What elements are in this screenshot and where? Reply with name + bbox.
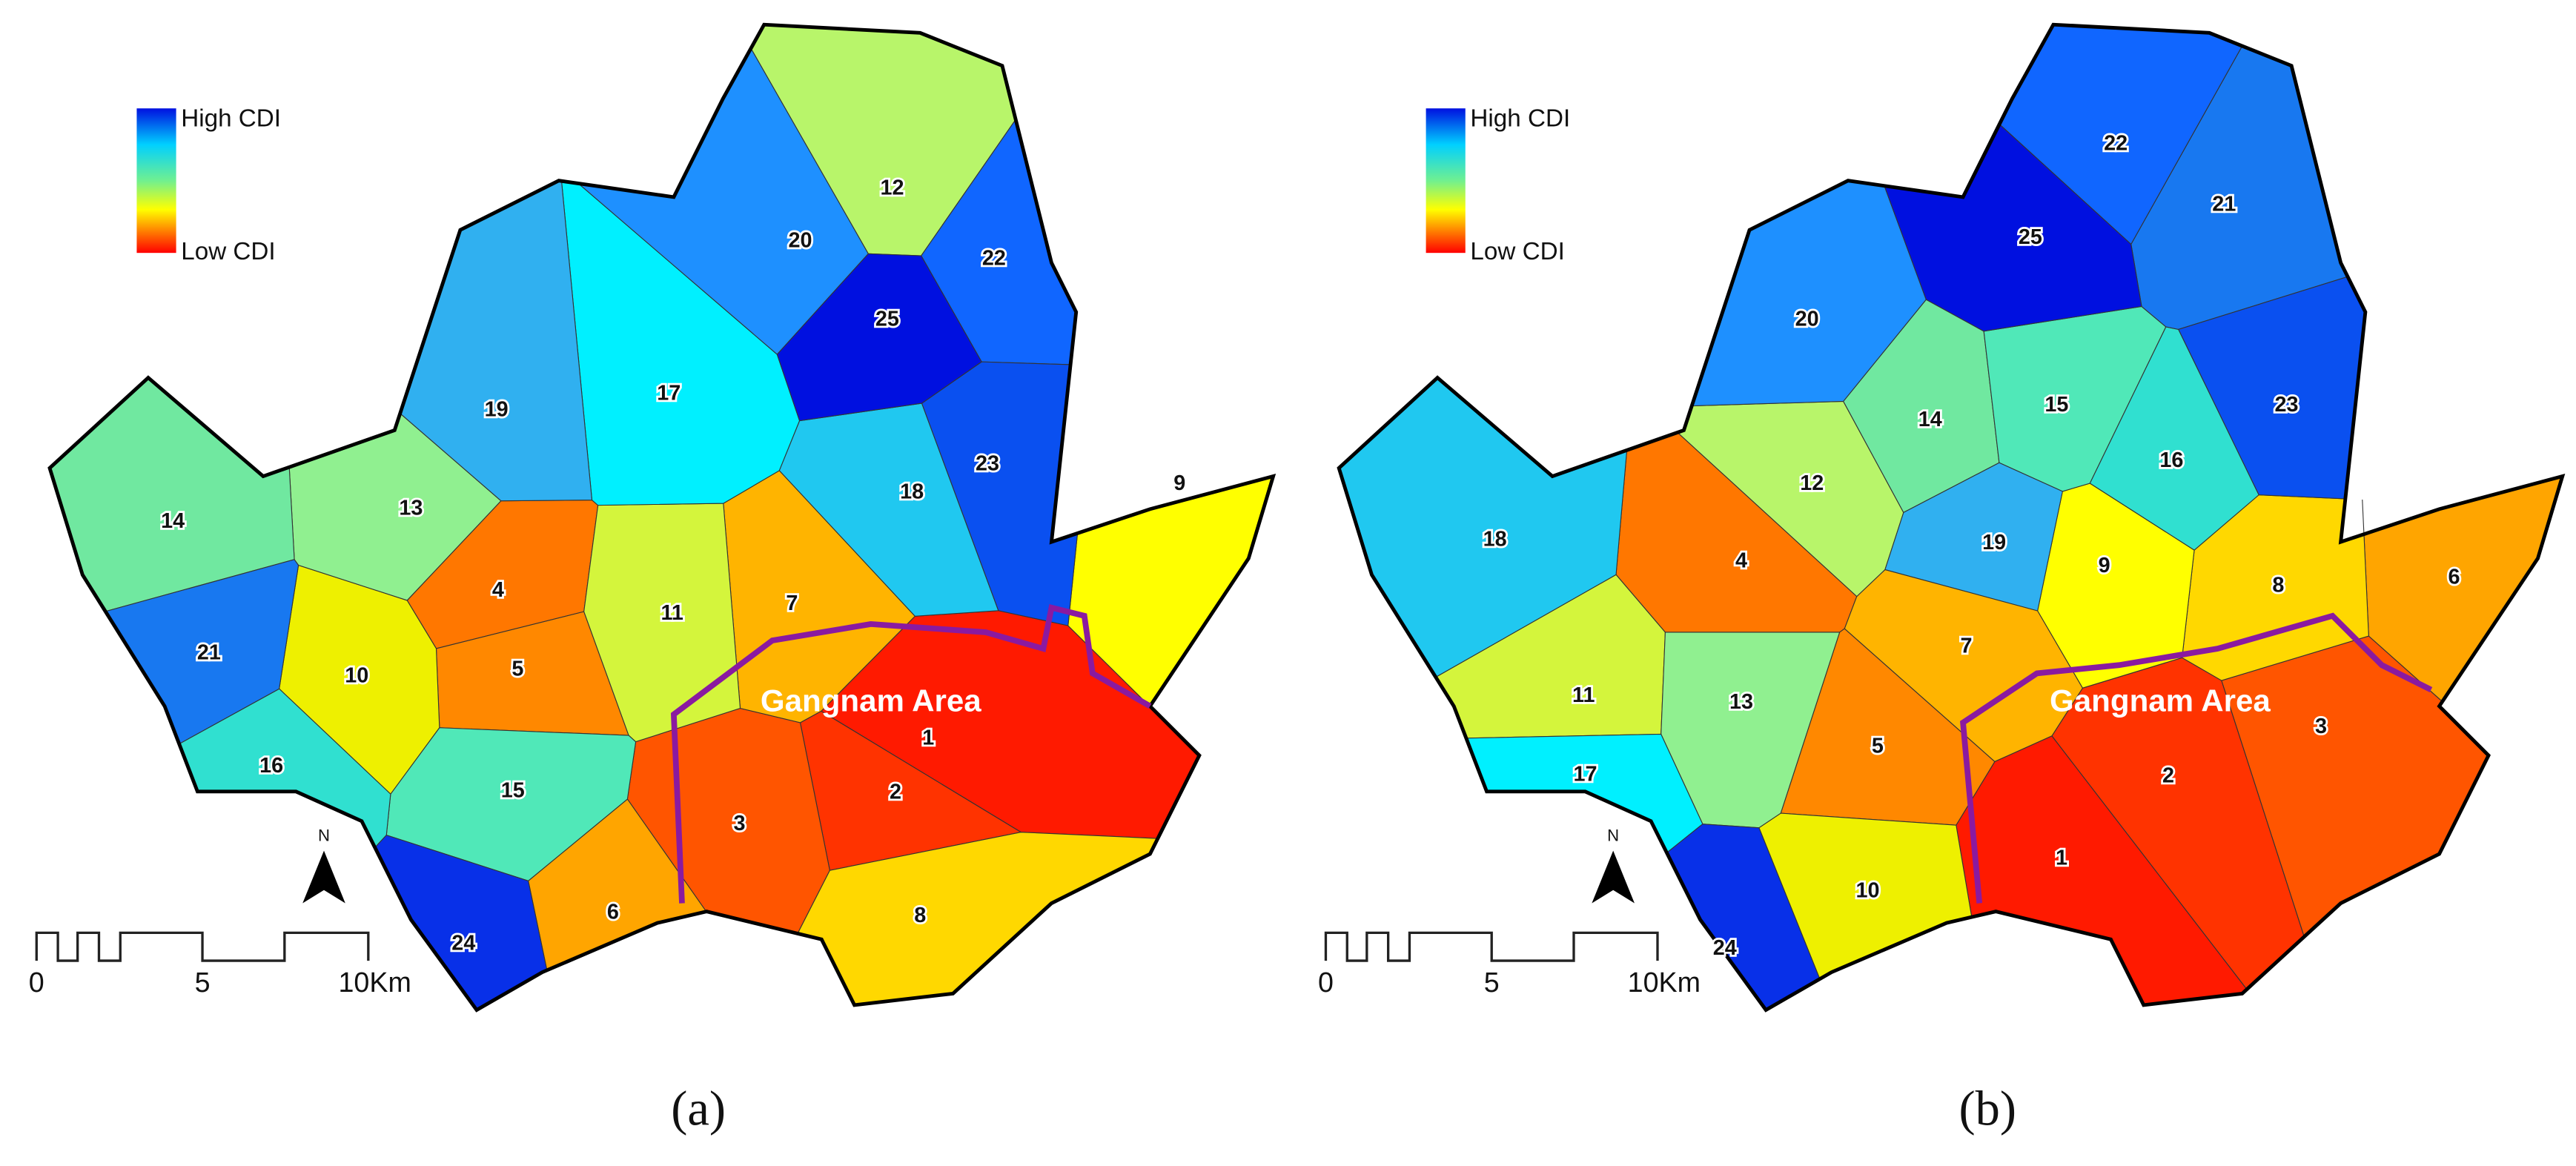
district-label: 11 [660, 601, 683, 625]
district-label: 9 [1173, 471, 1185, 495]
city-boundary [1337, 22, 2566, 1013]
legend-high: High CDI [1470, 105, 1570, 133]
district-label: 18 [1483, 528, 1507, 551]
district-label: 22 [982, 247, 1006, 271]
scale-label: 5 [195, 967, 211, 998]
district-label: 13 [399, 496, 423, 520]
district-label: 6 [607, 900, 619, 924]
district-label: 12 [881, 176, 904, 199]
district-label: 15 [501, 778, 525, 802]
district-label: 17 [1573, 762, 1597, 786]
legend-low: Low CDI [181, 238, 275, 265]
district-label: 23 [976, 452, 999, 476]
scale-label: 5 [1484, 967, 1500, 998]
district-label: 23 [2275, 393, 2299, 417]
district-label: 4 [492, 578, 504, 602]
north-arrow [1592, 850, 1635, 904]
district-label: 2 [890, 781, 901, 804]
district-label: 6 [2448, 565, 2460, 589]
scale-label: 10Km [338, 967, 411, 998]
district-label: 4 [1735, 549, 1747, 572]
district-label: 11 [1572, 683, 1595, 707]
gangnam-boundary [1959, 612, 2433, 904]
north-label: N [1607, 826, 1619, 844]
district-label: 13 [1729, 690, 1753, 714]
scale-bar [1324, 931, 1659, 962]
district-label: 16 [259, 754, 283, 778]
district-label: 5 [1872, 735, 1884, 758]
district-label: 19 [485, 397, 509, 421]
district-label: 8 [914, 904, 926, 927]
district-label: 1 [2056, 846, 2067, 869]
district-label: 17 [657, 381, 681, 405]
district [1884, 462, 2063, 612]
district [776, 253, 982, 422]
district-label: 25 [2019, 225, 2042, 249]
scale-label: 10Km [1628, 967, 1701, 998]
north-arrow [302, 850, 345, 904]
district-label: 21 [2212, 193, 2236, 216]
legend-bar [1426, 108, 1466, 254]
district-label: 20 [1795, 308, 1819, 331]
district-label: 10 [345, 663, 368, 687]
legend-low: Low CDI [1470, 238, 1564, 265]
area-label: Gangnam Area [761, 683, 981, 718]
district-label: 1 [922, 726, 934, 750]
district-label: 3 [734, 812, 746, 835]
scale-label: 0 [29, 967, 44, 998]
caption: (a) [671, 1082, 726, 1136]
scale-bar [35, 931, 370, 962]
district-label: 25 [875, 308, 899, 331]
district-label: 16 [2159, 448, 2183, 472]
north-label: N [318, 826, 330, 844]
district-label: 19 [1982, 531, 2006, 554]
district-label: 8 [2272, 574, 2284, 597]
district-label: 10 [1856, 879, 1880, 903]
district-label: 14 [1918, 408, 1942, 431]
district-label: 14 [161, 509, 185, 533]
district-label: 5 [511, 657, 523, 681]
map-panel: Gangnam Area1234567891011121314151617181… [29, 22, 1277, 1136]
district-label: 20 [788, 228, 812, 252]
district-label: 7 [786, 592, 798, 615]
district-label: 24 [1713, 936, 1737, 960]
district [1466, 733, 1703, 854]
caption: (b) [1959, 1082, 2017, 1136]
district-label: 7 [1960, 635, 1972, 658]
district-label: 9 [2099, 554, 2110, 577]
gangnam-boundary [670, 603, 1152, 904]
area-label: Gangnam Area [2050, 683, 2271, 718]
district-label: 15 [2044, 393, 2068, 417]
legend-high: High CDI [181, 105, 281, 133]
district-label: 22 [2104, 132, 2128, 156]
legend-bar [136, 108, 176, 254]
district-label: 21 [197, 640, 221, 664]
district-label: 24 [451, 932, 475, 955]
scale-label: 0 [1318, 967, 1334, 998]
district-label: 3 [2315, 715, 2327, 738]
district-label: 12 [1800, 471, 1824, 495]
district-label: 2 [2162, 764, 2174, 788]
district-label: 18 [900, 480, 924, 503]
